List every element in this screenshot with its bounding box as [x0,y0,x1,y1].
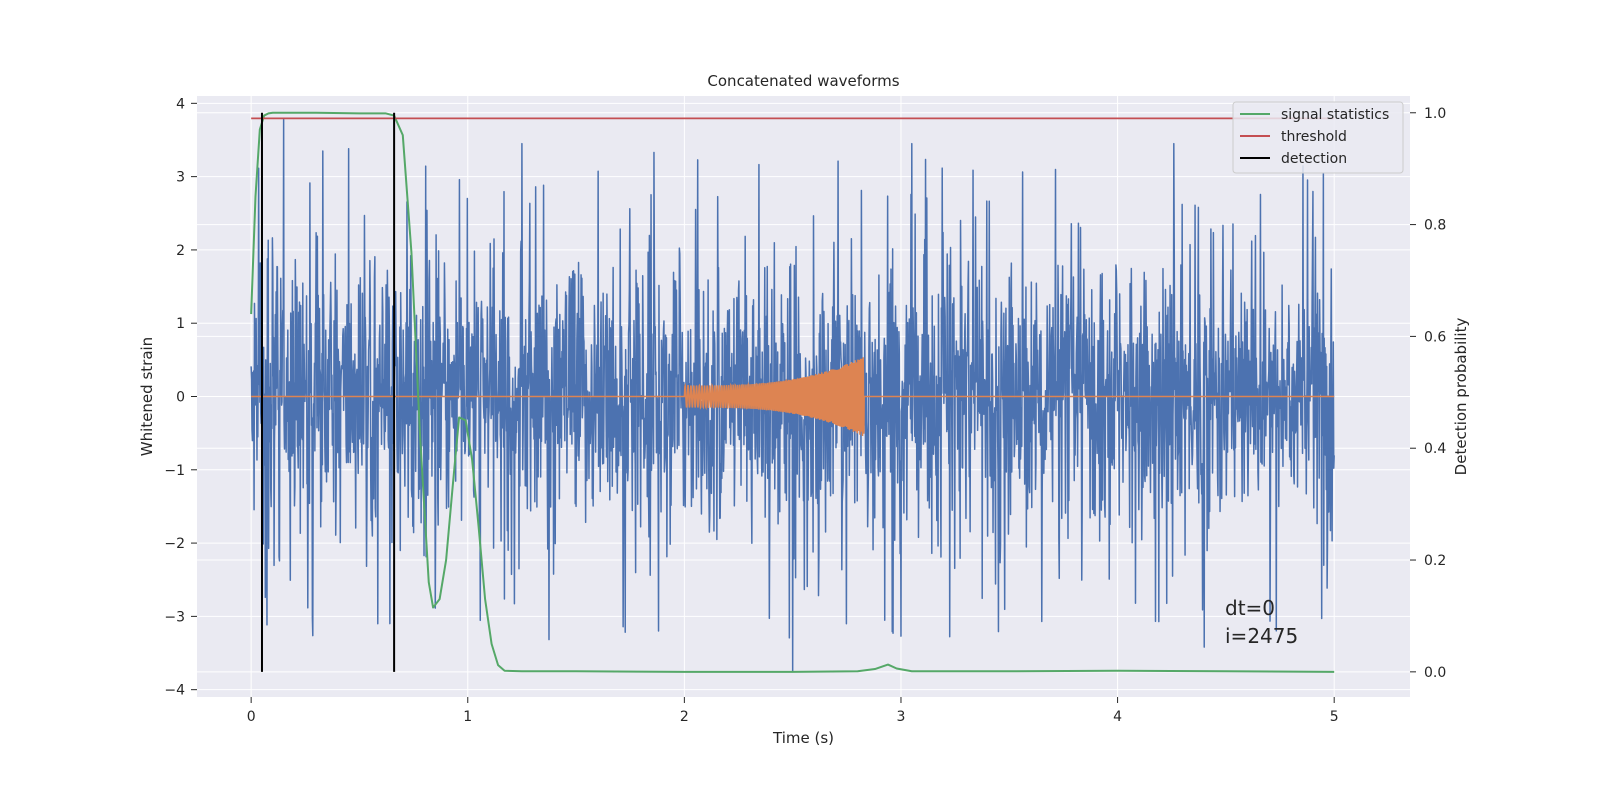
legend: signal statistics threshold detection [1232,101,1404,174]
x-axis-label: Time (s) [772,729,834,747]
y-axis-label: Whitened strain [138,337,156,456]
y-tick-label: 4 [176,96,185,112]
y-tick-label: 1 [176,316,185,332]
y2-tick-label: 0.4 [1424,441,1446,457]
annotation-dt: dt=0 [1225,596,1275,620]
y-tick-label: −2 [164,536,185,552]
y2-tick-label: 1.0 [1424,106,1446,122]
legend-box [1232,101,1404,174]
y-tick-label: 3 [176,170,185,186]
waveform-series-line [251,357,1335,436]
series-layer [250,111,1335,673]
y2-tick-label: 0.6 [1424,329,1446,345]
legend-label-detection: detection [1281,151,1347,167]
y2-tick-label: 0.0 [1424,665,1446,681]
legend-label-threshold: threshold [1281,129,1347,145]
axes: 0 1 2 3 4 5 −4 −3 −2 −1 0 1 2 3 4 0.0 0.2 0.4 0.6 0.8 1.0 [164,96,1446,725]
x-tick-label: 2 [680,709,689,725]
x-tick-label: 5 [1330,709,1339,725]
annotation-index: i=2475 [1225,624,1298,648]
y2-tick-label: 0.8 [1424,218,1446,234]
y-tick-label: −1 [164,463,185,479]
chart-title: Concatenated waveforms [707,72,899,90]
y-tick-label: 2 [176,243,185,259]
y-tick-label: −4 [164,683,185,699]
signal-statistics-line [250,111,1335,673]
x-tick-label: 4 [1113,709,1122,725]
legend-label-signal-statistics: signal statistics [1281,107,1389,123]
x-tick-label: 0 [247,709,256,725]
y-tick-label: −3 [164,609,185,625]
y2-tick-label: 0.2 [1424,553,1446,569]
y-tick-label: 0 [176,390,185,406]
x-tick-label: 1 [463,709,472,725]
x-tick-label: 3 [897,709,906,725]
y2-axis-label: Detection probability [1452,318,1470,476]
